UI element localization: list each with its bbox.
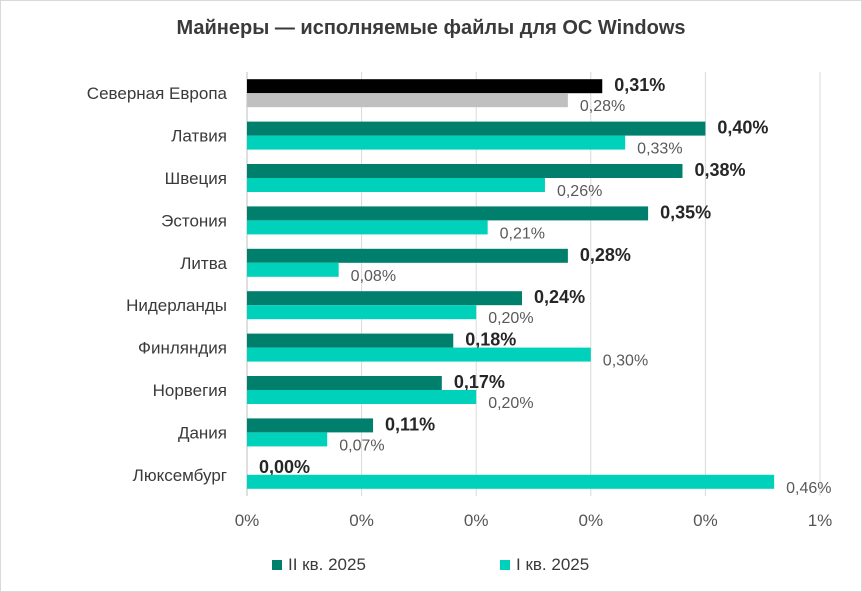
bar-q2 — [247, 333, 454, 348]
legend: II кв. 2025 I кв. 2025 — [0, 555, 862, 579]
bar-q1 — [247, 432, 328, 447]
bar-q2 — [247, 121, 706, 136]
data-label-q2: 0,24% — [534, 287, 585, 307]
category-label: Латвия — [171, 127, 227, 146]
data-label-q1: 0,07% — [339, 437, 384, 454]
chart-title: Майнеры — исполняемые файлы для ОС Windo… — [176, 17, 686, 39]
data-label-q1: 0,26% — [557, 183, 602, 200]
bar-q2 — [247, 291, 523, 306]
bar-q2 — [247, 376, 442, 390]
x-tick-label: 0% — [579, 511, 604, 530]
category-label: Швеция — [165, 169, 227, 188]
legend-swatch-q1 — [500, 560, 510, 570]
legend-label-q2: II кв. 2025 — [288, 555, 366, 574]
bar-q2 — [247, 164, 683, 178]
bar-q1 — [247, 178, 545, 192]
data-label-q1: 0,28% — [580, 98, 625, 115]
category-label: Нидерланды — [126, 296, 227, 315]
bar-q1 — [247, 93, 568, 108]
data-label-q2: 0,18% — [465, 330, 516, 350]
category-label: Литва — [180, 254, 227, 273]
bar-q1 — [247, 135, 626, 150]
data-label-q2: 0,31% — [614, 75, 665, 95]
legend-label-q1: I кв. 2025 — [516, 555, 590, 574]
category-label: Норвегия — [153, 381, 227, 400]
data-label-q1: 0,20% — [488, 395, 533, 412]
x-tick-label: 0% — [464, 511, 489, 530]
data-label-q2: 0,00% — [259, 457, 310, 477]
x-tick-label: 0% — [349, 511, 374, 530]
legend-swatch-q2 — [272, 560, 282, 570]
data-label-q1: 0,21% — [500, 225, 545, 242]
data-label-q2: 0,11% — [385, 414, 435, 434]
data-label-q1: 0,20% — [488, 310, 533, 327]
data-label-q2: 0,35% — [660, 202, 711, 222]
data-label-q2: 0,28% — [580, 245, 631, 265]
category-label: Эстония — [161, 211, 227, 230]
bar-q2 — [247, 206, 649, 221]
category-label: Дания — [178, 423, 227, 442]
category-label: Люксембург — [133, 466, 227, 485]
data-label-q1: 0,46% — [786, 480, 831, 497]
bar-q1 — [247, 474, 775, 489]
x-tick-label: 1% — [808, 511, 833, 530]
bar-q1 — [247, 390, 477, 404]
bar-q1 — [247, 305, 477, 320]
bar-q1 — [247, 347, 591, 362]
legend-item-q1: I кв. 2025 — [500, 555, 589, 575]
bar-q2 — [247, 418, 374, 433]
bar-q1 — [247, 220, 488, 235]
x-tick-label: 0% — [235, 511, 260, 530]
data-label-q2: 0,38% — [694, 160, 745, 180]
bar-q2 — [247, 79, 603, 94]
bar-q1 — [247, 262, 339, 277]
data-label-q2: 0,17% — [454, 372, 505, 392]
data-label-q1: 0,33% — [637, 141, 682, 158]
x-tick-label: 0% — [693, 511, 718, 530]
data-label-q1: 0,08% — [351, 268, 396, 285]
bar-q2 — [247, 248, 568, 263]
category-label: Северная Европа — [87, 84, 228, 103]
data-label-q1: 0,30% — [603, 353, 648, 370]
category-label: Финляндия — [138, 339, 227, 358]
legend-item-q2: II кв. 2025 — [272, 555, 366, 575]
data-label-q2: 0,40% — [717, 118, 768, 138]
